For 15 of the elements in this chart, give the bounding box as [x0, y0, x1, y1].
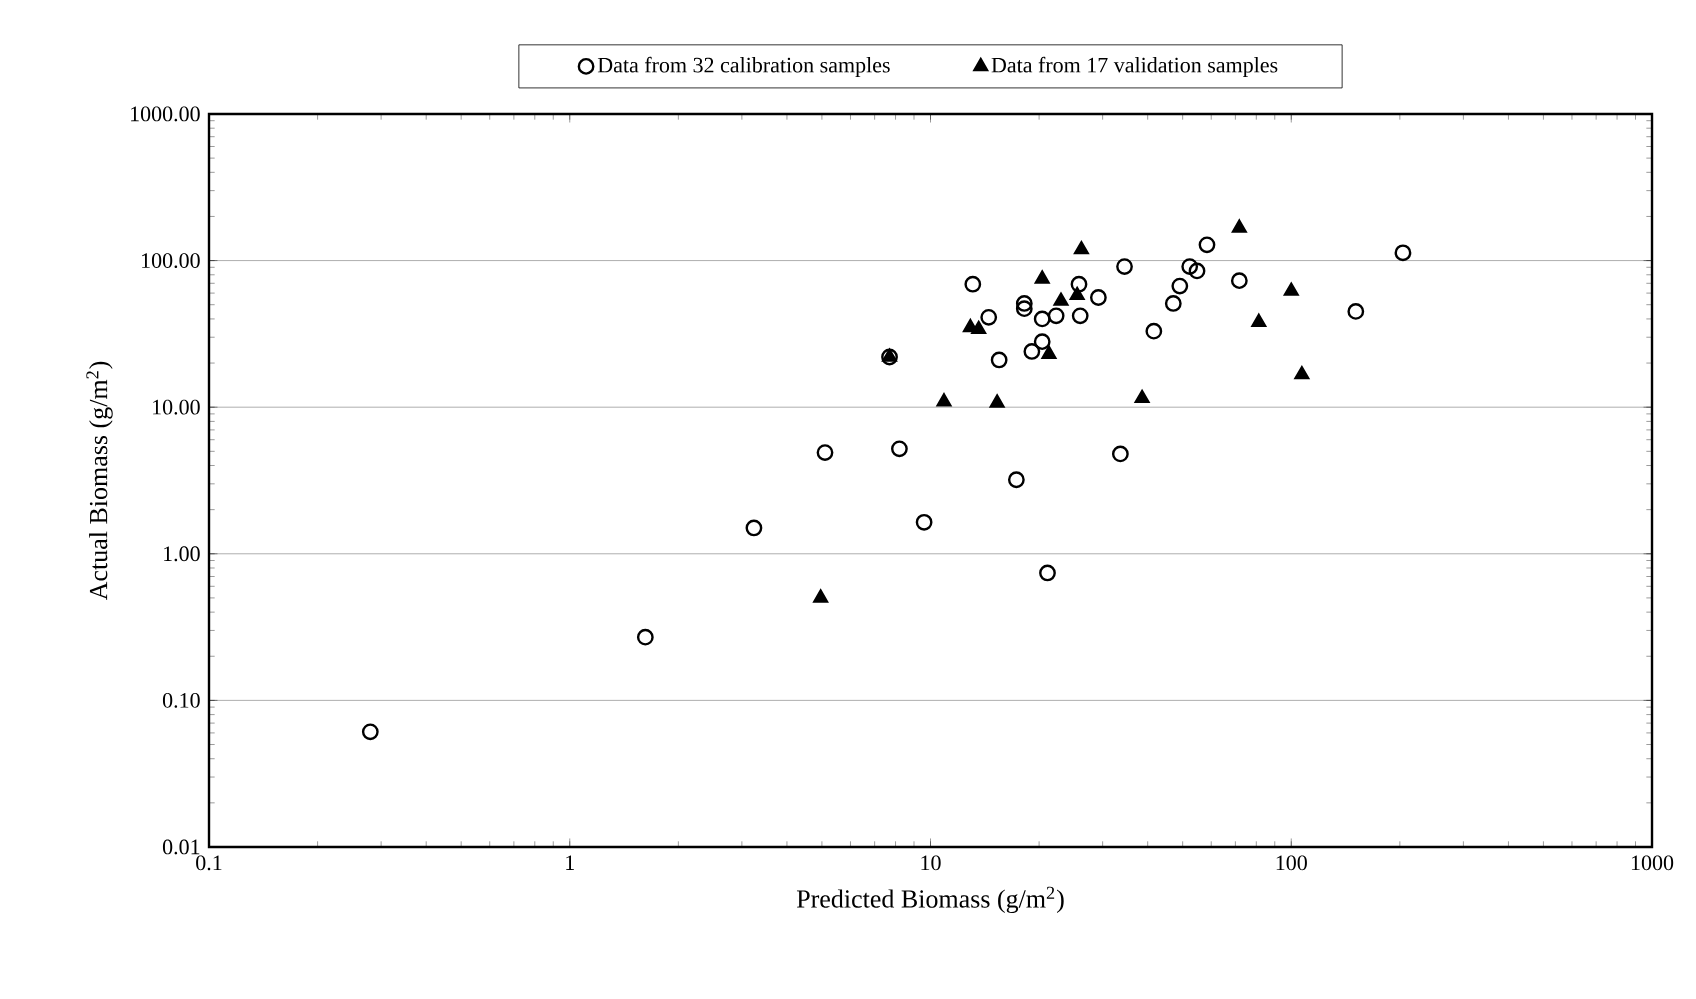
x-axis-title: Predicted Biomass (g/m$^{2}$) [796, 886, 1064, 914]
y-tick-label: 1.00 [164, 546, 200, 562]
x-tick-label: 10 [921, 855, 941, 871]
y-tick-label: 0.10 [162, 692, 200, 708]
x-tick-label: 1000 [1631, 855, 1674, 871]
legend-label: Data from 32 calibration samples [597, 56, 890, 77]
y-tick-label: 0.01 [162, 839, 200, 855]
x-tick-label: 100 [1276, 855, 1307, 871]
x-tick-label: 1 [566, 855, 574, 870]
x-tick-label: 0.1 [196, 855, 222, 871]
y-tick-label: 100.00 [142, 253, 200, 269]
y-tick-label: 1000.00 [131, 106, 200, 122]
y-axis-title: Actual Biomass (g/m$^{2}$) [86, 361, 113, 601]
y-tick-label: 10.00 [153, 399, 200, 415]
legend-label: Data from 17 validation samples [991, 56, 1278, 77]
